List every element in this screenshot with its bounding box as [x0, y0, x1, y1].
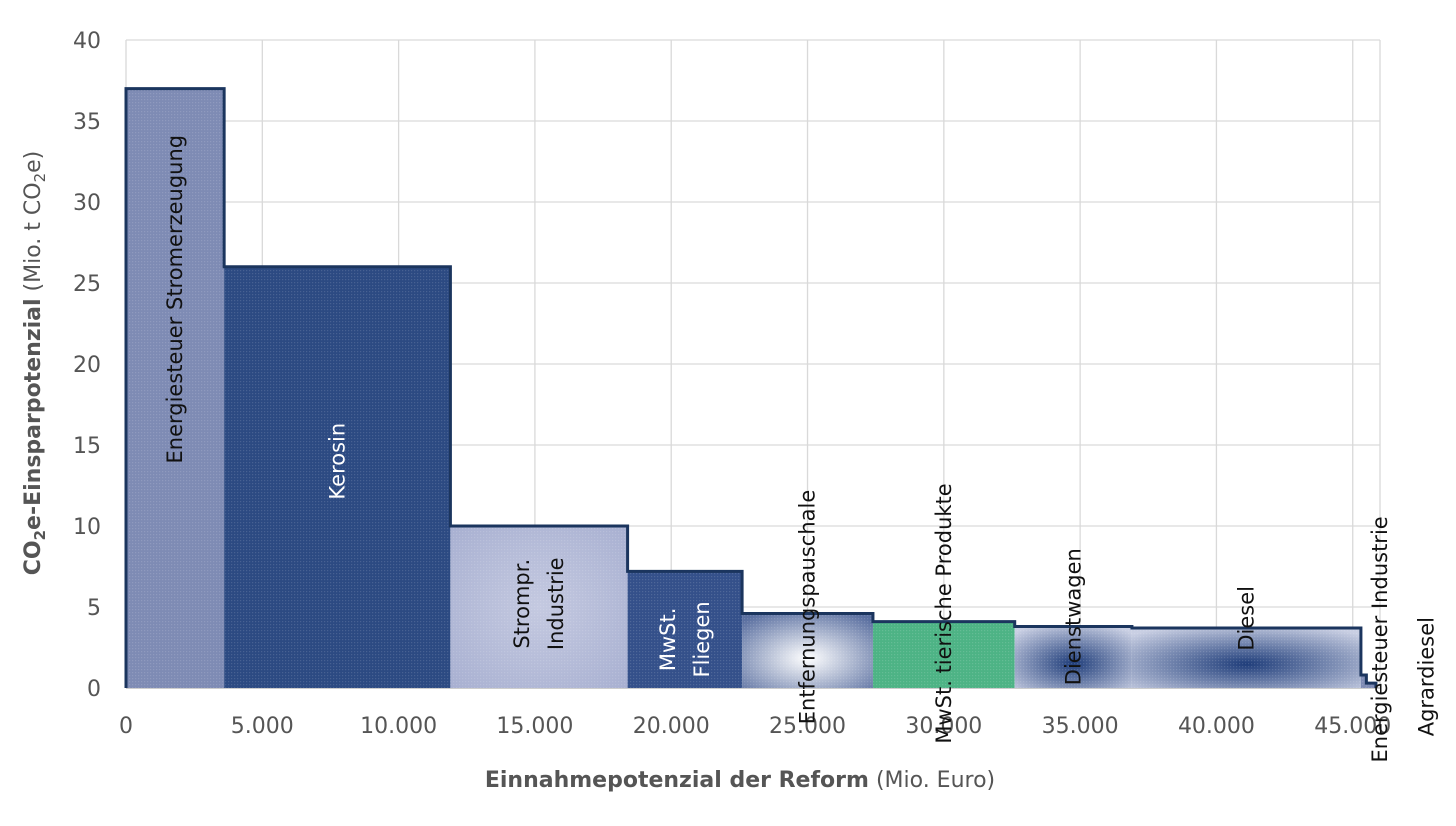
y-axis-ticks: 0 5 10 15 20 25 30 35 40	[73, 29, 101, 702]
y-tick-label: 0	[87, 677, 101, 702]
x-tick-label: 0	[119, 714, 133, 739]
y-axis-title: CO2e-Einsparpotenzial (Mio. t CO2e)	[21, 151, 49, 576]
segment-label: MwSt. Fliegen	[656, 601, 714, 677]
y-tick-label: 30	[73, 191, 101, 216]
segment-labels: Energiesteuer Stromerzeugung Kerosin Strom…	[163, 135, 1438, 763]
segment-label: Entfernungspauschale	[796, 490, 820, 725]
y-tick-label: 20	[73, 353, 101, 378]
y-tick-label: 10	[73, 515, 101, 540]
segment-label: Diesel	[1234, 586, 1258, 651]
segment-label: Energiesteuer Industrie	[1368, 516, 1392, 762]
x-tick-label: 30.000	[905, 714, 982, 739]
x-tick-label: 35.000	[1042, 714, 1119, 739]
segment-label: Kerosin	[325, 423, 349, 500]
bar-texture	[126, 88, 225, 689]
bar-texture	[224, 266, 451, 688]
bars	[126, 88, 1376, 689]
bar-texture	[450, 526, 628, 688]
y-tick-label: 35	[73, 110, 101, 135]
segment-label: Agrardiesel	[1414, 617, 1438, 736]
x-tick-label: 10.000	[360, 714, 437, 739]
x-tick-label: 5.000	[231, 714, 294, 739]
bar-texture	[1360, 675, 1367, 688]
bar-texture	[1014, 626, 1132, 688]
x-tick-label: 40.000	[1178, 714, 1255, 739]
step-outline-path	[124, 87, 1378, 688]
bar-texture	[1131, 628, 1361, 688]
x-axis-title: Einnahmepotenzial der Reform (Mio. Euro)	[485, 768, 995, 793]
bar-texture	[627, 571, 743, 688]
segment-label: Dienstwagen	[1061, 548, 1085, 685]
y-tick-label: 15	[73, 434, 101, 459]
segment-label: Energiesteuer Stromerzeugung	[163, 135, 187, 464]
segment-label: Strompr. Industrie	[510, 557, 568, 650]
y-tick-label: 25	[73, 272, 101, 297]
bar-texture	[742, 613, 873, 688]
bar-texture	[1366, 683, 1376, 688]
x-axis-ticks: 0 5.000 10.000 15.000 20.000 25.000 30.000 35.0…	[119, 714, 1391, 739]
segment-label: MwSt. tierische Produkte	[932, 483, 956, 743]
bar-texture	[872, 621, 1015, 688]
x-tick-label: 25.000	[769, 714, 846, 739]
x-tick-label: 20.000	[633, 714, 710, 739]
step-outline	[124, 87, 1378, 688]
x-tick-label: 45.000	[1314, 714, 1391, 739]
x-tick-label: 15.000	[496, 714, 573, 739]
y-tick-label: 40	[73, 29, 101, 54]
y-tick-label: 5	[87, 596, 101, 621]
